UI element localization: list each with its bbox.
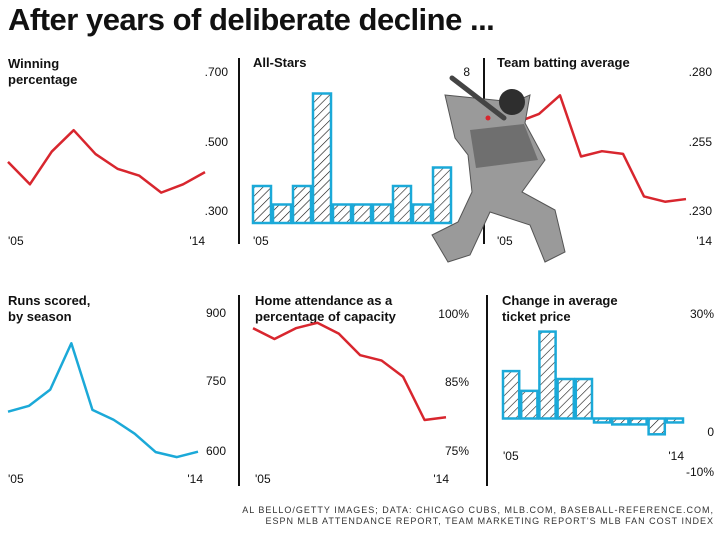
- ticket-bar: [665, 417, 685, 424]
- ticket-bar: [538, 330, 557, 420]
- allstars-bar: [351, 203, 373, 225]
- allstars-bar: [391, 184, 413, 225]
- attendance-tick-label: 100%: [438, 307, 469, 321]
- ticket-bar: [501, 369, 521, 420]
- winning-x-label: '05: [8, 234, 24, 248]
- baseball-batter-photo: [431, 75, 566, 263]
- batting-tick-label: .255: [689, 135, 713, 149]
- panel-runs: Runs scored,by season 900 750 600 '05 '14: [7, 293, 226, 486]
- allstars-title-line: All-Stars: [253, 55, 306, 70]
- allstars-bar: [311, 92, 333, 225]
- winning-tick-label: .500: [205, 135, 229, 149]
- runs-series-line: [7, 342, 199, 459]
- batting-x-label: '14: [696, 234, 712, 248]
- ticket-tick-label: 0: [707, 425, 714, 439]
- runs-tick-label: 900: [206, 306, 226, 320]
- ticket-x-label: '05: [503, 449, 519, 463]
- runs-title-line: by season: [8, 309, 72, 324]
- winning-tick-label: .700: [205, 65, 229, 79]
- credit-line-2: ESPN MLB ATTENDANCE REPORT, TEAM MARKETI…: [265, 516, 714, 526]
- ticket-bar: [574, 377, 594, 420]
- winning-x-label: '14: [189, 234, 205, 248]
- batting-tick-label: .230: [689, 204, 713, 218]
- credit-line-1: AL BELLO/GETTY IMAGES; DATA: CHICAGO CUB…: [242, 505, 714, 515]
- ticket-bar: [519, 389, 539, 420]
- attendance-title-line: Home attendance as a: [255, 293, 393, 308]
- attendance-x-label: '14: [433, 472, 449, 486]
- winning-title-line: percentage: [8, 72, 77, 87]
- ticket-bar: [556, 377, 576, 420]
- allstars-bar: [371, 203, 393, 225]
- batting-tick-label: .280: [689, 65, 713, 79]
- winning-title-line: Winning: [8, 56, 59, 71]
- batting-x-label: '05: [497, 234, 513, 248]
- runs-tick-label: 750: [206, 374, 226, 388]
- ticket-bar: [647, 417, 667, 436]
- attendance-title-line: percentage of capacity: [255, 309, 397, 324]
- panel-allstars: All-Stars80'05: [238, 55, 470, 248]
- runs-x-label: '14: [187, 472, 203, 486]
- ticket-bar: [629, 417, 648, 426]
- runs-x-label: '05: [8, 472, 24, 486]
- ticket-tick-label: -10%: [686, 465, 714, 479]
- page-title: After years of deliberate decline ...: [8, 2, 495, 37]
- allstars-x-label: '05: [253, 234, 269, 248]
- allstars-bar: [251, 184, 273, 225]
- winning-series-line: [7, 128, 206, 194]
- winning-tick-label: .300: [205, 204, 229, 218]
- batting-title-line: Team batting average: [497, 55, 630, 70]
- ticket-tick-label: 30%: [690, 307, 714, 321]
- ticket-title-line: ticket price: [502, 309, 571, 324]
- runs-tick-label: 600: [206, 444, 226, 458]
- attendance-tick-label: 75%: [445, 444, 469, 458]
- batting-series-line: [496, 94, 687, 203]
- allstars-bar: [291, 184, 313, 225]
- attendance-x-label: '05: [255, 472, 271, 486]
- allstars-bar: [411, 203, 433, 225]
- attendance-tick-label: 85%: [445, 375, 469, 389]
- allstars-bar: [431, 166, 453, 225]
- attendance-series-line: [252, 321, 447, 422]
- ticket-bar: [592, 417, 612, 424]
- allstars-bar: [271, 203, 293, 225]
- ticket-title-line: Change in average: [502, 293, 618, 308]
- runs-title-line: Runs scored,: [8, 293, 90, 308]
- allstars-tick-label: 8: [463, 65, 470, 79]
- source-credit: AL BELLO/GETTY IMAGES; DATA: CHICAGO CUB…: [242, 505, 714, 527]
- allstars-bar: [331, 203, 353, 225]
- ticket-bar: [610, 417, 630, 426]
- ticket-x-label: '14: [668, 449, 684, 463]
